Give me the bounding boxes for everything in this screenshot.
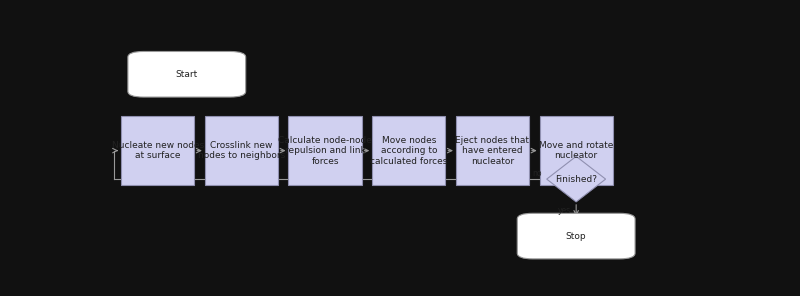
- Text: Start: Start: [176, 70, 198, 79]
- FancyBboxPatch shape: [289, 116, 362, 185]
- FancyBboxPatch shape: [128, 52, 246, 97]
- FancyBboxPatch shape: [456, 116, 529, 185]
- Polygon shape: [546, 156, 606, 202]
- Text: Calculate node-node
repulsion and link
forces: Calculate node-node repulsion and link f…: [278, 136, 372, 165]
- FancyBboxPatch shape: [121, 116, 194, 185]
- Text: Stop: Stop: [566, 231, 586, 241]
- Text: no: no: [532, 169, 542, 178]
- Text: Finished?: Finished?: [555, 175, 597, 184]
- Text: Move nodes
according to
calculated forces: Move nodes according to calculated force…: [370, 136, 447, 165]
- FancyBboxPatch shape: [539, 116, 613, 185]
- Text: yes: yes: [558, 207, 571, 215]
- Text: Move and rotate
nucleator: Move and rotate nucleator: [539, 141, 614, 160]
- Text: Eject nodes that
have entered
nucleator: Eject nodes that have entered nucleator: [455, 136, 530, 165]
- Text: Nucleate new nodes
at surface: Nucleate new nodes at surface: [111, 141, 204, 160]
- FancyBboxPatch shape: [518, 213, 635, 259]
- FancyBboxPatch shape: [372, 116, 446, 185]
- FancyBboxPatch shape: [205, 116, 278, 185]
- Text: Crosslink new
nodes to neighbors: Crosslink new nodes to neighbors: [198, 141, 285, 160]
